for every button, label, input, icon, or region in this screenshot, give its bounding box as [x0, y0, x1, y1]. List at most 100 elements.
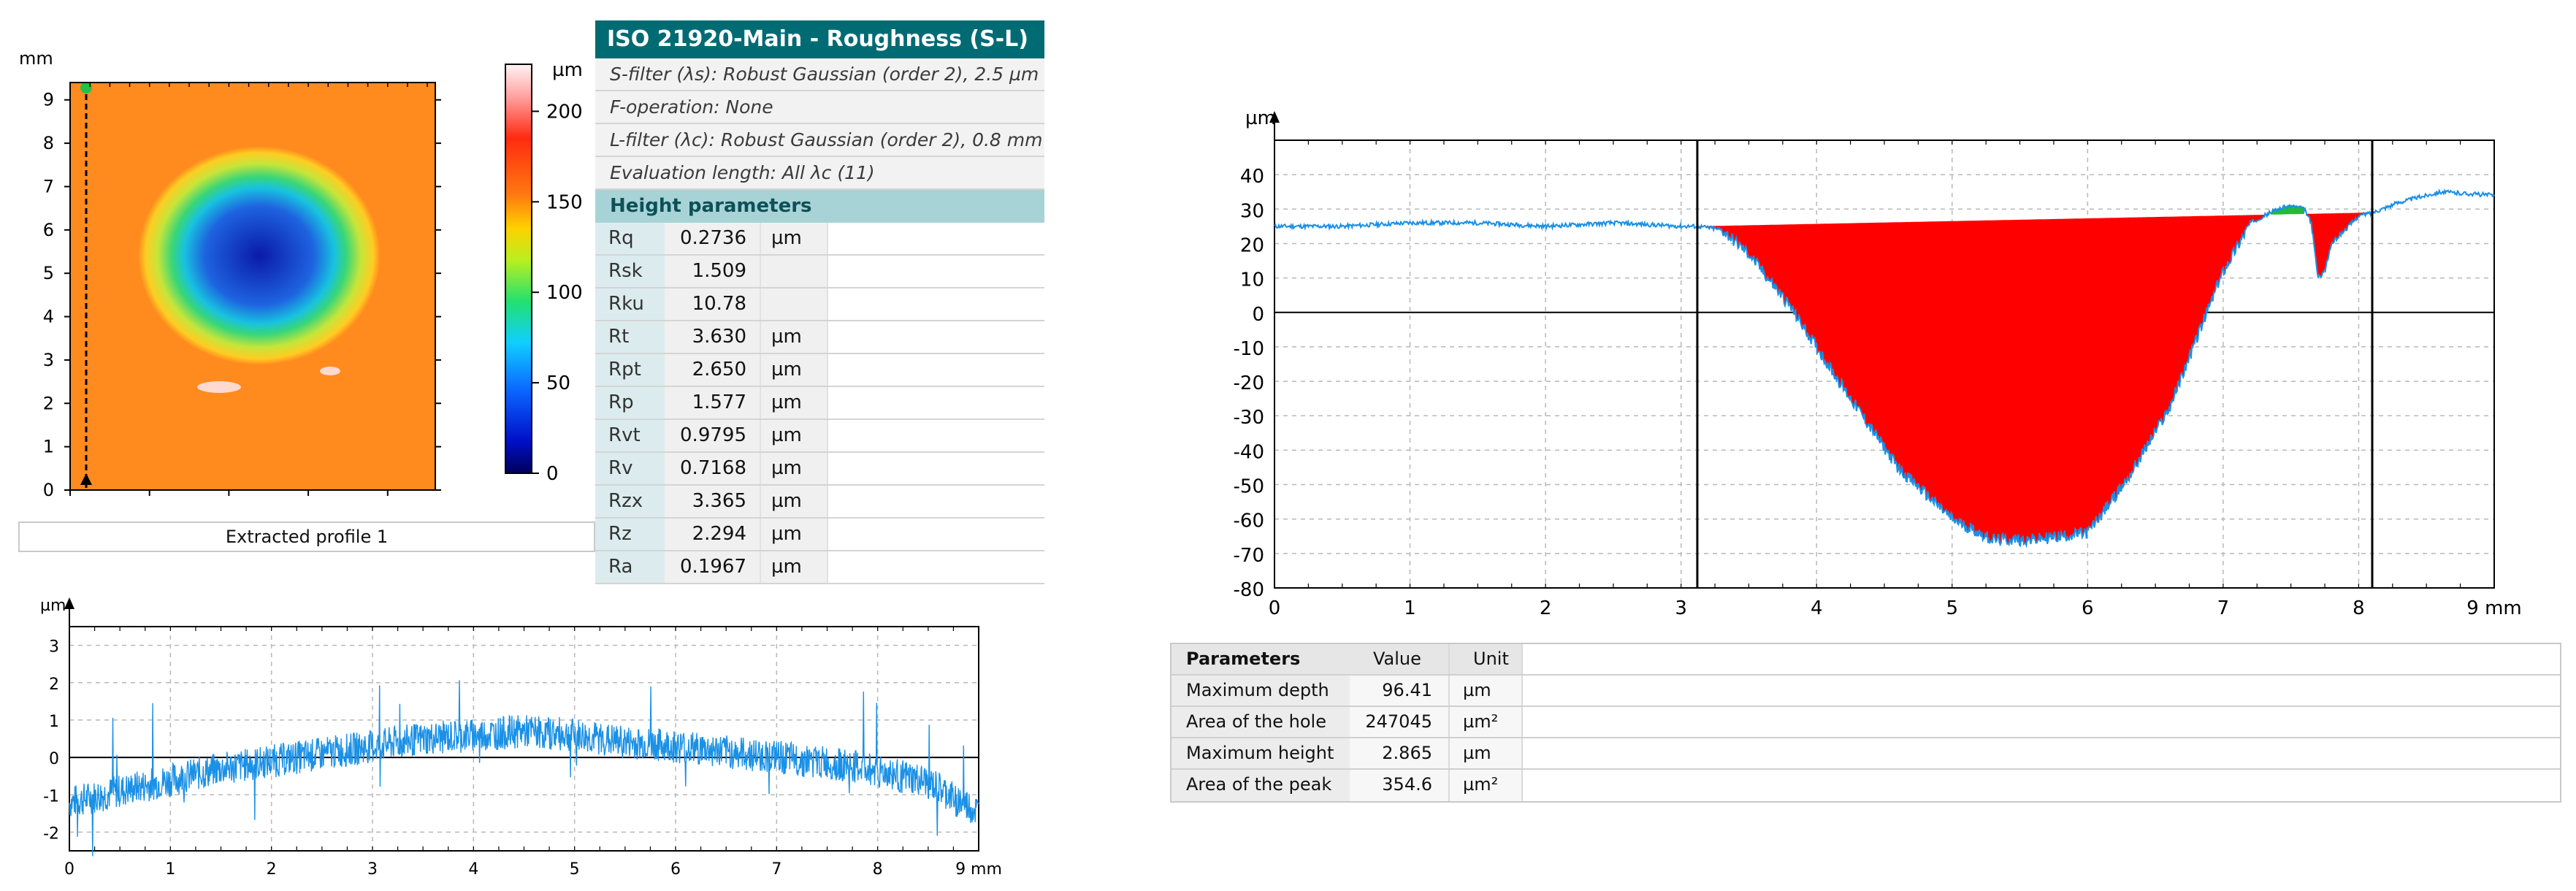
- param-row: Ra 0.1967 µm: [595, 551, 1044, 584]
- iso-table-title: ISO 21920-Main - Roughness (S-L): [595, 20, 1044, 58]
- param-row: Rzx 3.365 µm: [595, 486, 1044, 519]
- hp-header-param: Parameters: [1172, 644, 1350, 674]
- param-value: 10.78: [665, 288, 760, 320]
- param-unit: µm: [760, 519, 827, 550]
- x-tick-label: 0: [1269, 597, 1281, 619]
- map-y-unit: mm: [19, 48, 53, 69]
- param-row: Rz 2.294 µm: [595, 519, 1044, 551]
- hp-value: 247045: [1350, 707, 1448, 737]
- param-unit: µm: [760, 420, 827, 451]
- height-parameters-section: Height parameters: [595, 190, 1044, 223]
- x-tick-label: 0: [64, 860, 74, 879]
- hp-param: Maximum depth: [1172, 676, 1350, 705]
- param-unit: µm: [760, 486, 827, 517]
- y-tick-label: -70: [1234, 545, 1264, 567]
- map-y-tick: 5: [43, 263, 54, 283]
- depth-profile-chart: 0 1 2 3 4 5 6 7 8 9 mm -80 -70 -60 -50 -40 -30 -20 -10 0 10…: [1234, 107, 2522, 619]
- hp-row: Maximum height 2.865 µm: [1172, 738, 2560, 770]
- x-tick-label: 6: [2082, 597, 2094, 619]
- hp-unit: µm²: [1448, 707, 1521, 737]
- x-tick-label: 6: [670, 860, 681, 879]
- x-tick-label: 2: [1540, 597, 1552, 619]
- x-tick-label: 1: [165, 860, 175, 879]
- hp-param: Area of the peak: [1172, 770, 1350, 801]
- roughness-profile-line: [69, 680, 979, 857]
- hole-area-secondary: [2305, 213, 2372, 278]
- param-value: 0.7168: [665, 453, 760, 484]
- y-tick-label: -20: [1234, 372, 1264, 394]
- param-name: Rt: [595, 321, 665, 353]
- param-row: Rp 1.577 µm: [595, 387, 1044, 420]
- param-unit: µm: [760, 354, 827, 386]
- param-name: Rvt: [595, 420, 665, 451]
- x-tick-label: 8: [2353, 597, 2365, 619]
- y-tick-label: 3: [49, 638, 59, 657]
- y-tick-label: 0: [49, 750, 59, 768]
- y-tick-label: -60: [1234, 510, 1264, 532]
- y-tick-label: 0: [1252, 304, 1264, 326]
- iso-info-foperation: F-operation: None: [595, 91, 1044, 124]
- hp-unit: µm²: [1448, 770, 1521, 801]
- extracted-profile-label[interactable]: Extracted profile 1: [18, 521, 595, 552]
- map-y-tick: 0: [43, 480, 54, 497]
- param-unit: µm: [760, 387, 827, 418]
- hp-header-unit: Unit: [1448, 644, 1521, 674]
- y-tick-label: -40: [1234, 441, 1264, 463]
- x-tick-label: 4: [468, 860, 478, 879]
- y-axis-unit: µm: [40, 597, 66, 615]
- param-name: Rzx: [595, 486, 665, 517]
- iso-info-evaluation-length: Evaluation length: All λc (11): [595, 157, 1044, 190]
- map-y-tick: 6: [43, 220, 54, 240]
- colorbar-unit: µm: [552, 59, 583, 81]
- map-y-tick: 9: [43, 90, 54, 110]
- param-row: Rvt 0.9795 µm: [595, 420, 1044, 453]
- hole-area: [1697, 214, 2271, 546]
- y-tick-label: -80: [1234, 579, 1264, 601]
- map-y-tick: 4: [43, 307, 54, 327]
- hp-param: Area of the hole: [1172, 707, 1350, 737]
- param-value: 0.1967: [665, 551, 760, 583]
- y-tick-label: 40: [1240, 166, 1264, 188]
- map-pit-region: [138, 146, 381, 365]
- param-name: Rv: [595, 453, 665, 484]
- colorbar-tick: 0: [546, 463, 559, 482]
- colorbar-tick: 150: [546, 191, 583, 213]
- x-tick-label: 7: [771, 860, 781, 879]
- hp-header-row: Parameters Value Unit: [1172, 644, 2560, 676]
- param-value: 3.630: [665, 321, 760, 353]
- param-name: Rpt: [595, 354, 665, 386]
- y-tick-label: 2: [49, 676, 59, 694]
- param-name: Rp: [595, 387, 665, 418]
- hp-param: Maximum height: [1172, 738, 1350, 768]
- hp-row: Area of the hole 247045 µm²: [1172, 707, 2560, 738]
- hole-peak-table: Parameters Value Unit Maximum depth 96.41…: [1170, 643, 2561, 803]
- y-tick-label: 1: [49, 713, 59, 731]
- y-tick-label: -30: [1234, 407, 1264, 429]
- hp-unit: µm: [1448, 676, 1521, 705]
- y-tick-label: 20: [1240, 234, 1264, 256]
- hp-value: 2.865: [1350, 738, 1448, 768]
- x-tick-label: 1: [1404, 597, 1416, 619]
- param-value: 3.365: [665, 486, 760, 517]
- param-unit: µm: [760, 321, 827, 353]
- x-tick-label: 5: [570, 860, 580, 879]
- param-name: Rku: [595, 288, 665, 320]
- y-tick-label: 30: [1240, 200, 1264, 222]
- hp-row: Area of the peak 354.6 µm²: [1172, 770, 2560, 801]
- param-name: Rq: [595, 223, 665, 254]
- iso-parameter-table: ISO 21920-Main - Roughness (S-L) S-filte…: [595, 20, 1044, 584]
- depth-profile-line: [1274, 188, 2495, 548]
- roughness-profile-chart: 0 1 2 3 4 5 6 7 8 9 mm -2 -1 0 1 2 3 µm: [40, 597, 1002, 879]
- colorbar: µm 0 50 100 150 200: [505, 59, 583, 482]
- param-value: 2.294: [665, 519, 760, 550]
- map-y-tick: 3: [43, 350, 54, 370]
- param-row: Rku 10.78: [595, 288, 1044, 321]
- y-tick-label: 10: [1240, 269, 1264, 291]
- param-unit: µm: [760, 223, 827, 254]
- map-y-tick: 1: [43, 437, 54, 457]
- x-tick-label: 8: [873, 860, 883, 879]
- height-map-plot: 02468 mm0123456789 mm: [19, 48, 441, 497]
- param-row: Rt 3.630 µm: [595, 321, 1044, 354]
- map-y-tick: 8: [43, 133, 54, 153]
- x-tick-label: 5: [1946, 597, 1959, 619]
